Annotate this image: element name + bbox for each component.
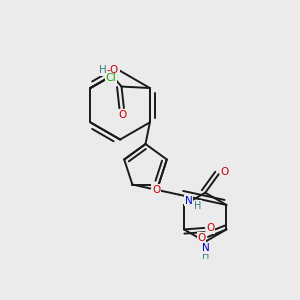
Text: N: N (185, 196, 193, 206)
Text: H: H (194, 200, 202, 211)
Text: -O: -O (107, 65, 119, 75)
Text: O: O (220, 167, 229, 177)
Text: H: H (99, 65, 106, 75)
Text: O: O (197, 233, 206, 243)
Text: H: H (202, 251, 209, 261)
Text: N: N (202, 243, 210, 253)
Text: Cl: Cl (106, 73, 117, 83)
Text: O: O (152, 185, 160, 195)
Text: O: O (206, 223, 215, 233)
Text: O: O (118, 110, 127, 120)
